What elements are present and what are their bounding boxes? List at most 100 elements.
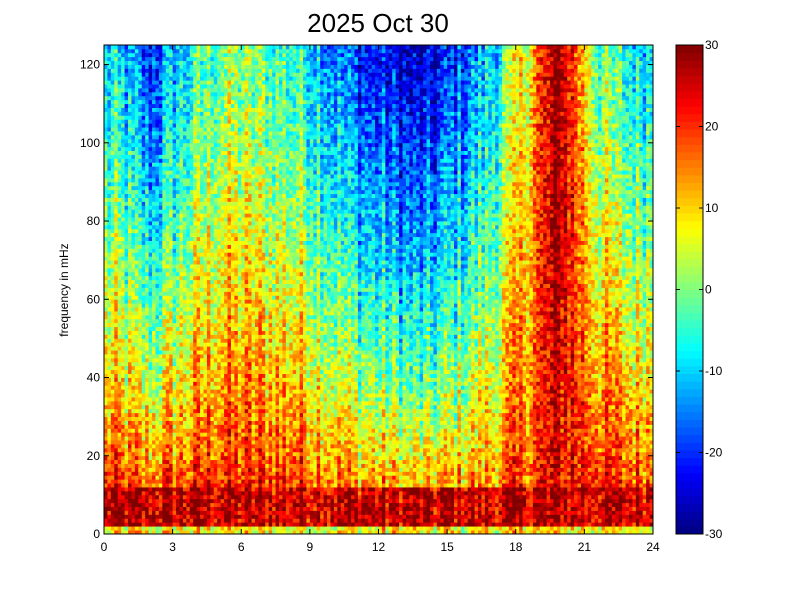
heatmap-cell [155,314,160,320]
heatmap-cell [104,416,108,421]
heatmap-cell [138,354,143,359]
heatmap-cell [179,487,184,492]
heatmap-cell [162,178,167,183]
heatmap-cell [227,455,232,461]
heatmap-cell [162,397,167,402]
heatmap-cell [124,264,129,269]
heatmap-cell [213,181,218,187]
heatmap-cell [213,115,218,120]
heatmap-cell [224,350,228,355]
heatmap-cell [182,115,187,120]
heatmap-cell [155,217,160,222]
heatmap-cell [186,518,191,523]
heatmap-cell [179,56,184,62]
heatmap-cell [155,369,160,375]
heatmap-cell [172,455,177,461]
heatmap-cell [107,397,112,402]
heatmap-cell [172,432,177,437]
heatmap-cell [182,283,187,288]
heatmap-cell [203,479,208,484]
heatmap-cell [114,236,119,241]
heatmap-cell [203,369,208,375]
heatmap-cell [193,275,198,281]
heatmap-cell [227,408,232,414]
heatmap-cell [124,45,129,50]
heatmap-cell [110,260,115,265]
heatmap-cell [217,295,222,300]
heatmap-cell [186,381,191,386]
heatmap-cell [220,385,225,390]
heatmap-cell [237,228,242,234]
heatmap-cell [227,369,232,375]
heatmap-cell [121,256,125,261]
heatmap-cell [186,123,191,128]
heatmap-cell [148,111,153,116]
heatmap-cell [179,400,184,406]
heatmap-cell [131,303,136,308]
heatmap-cell [165,158,170,163]
heatmap-cell [134,64,139,69]
heatmap-cell [206,134,211,140]
heatmap-cell [200,397,204,402]
heatmap-cell [196,287,201,292]
heatmap-cell [227,264,232,269]
heatmap-cell [104,115,108,120]
heatmap-cell [162,189,167,195]
heatmap-cell [237,111,242,116]
heatmap-cell [182,377,187,382]
heatmap-cell [152,224,156,230]
heatmap-cell [104,357,108,363]
heatmap-cell [203,279,208,285]
heatmap-cell [162,115,167,120]
heatmap-cell [230,252,235,257]
heatmap-cell [217,213,222,218]
heatmap-cell [155,354,160,359]
heatmap-cell [179,440,184,445]
heatmap-cell [237,467,242,472]
heatmap-cell [210,115,215,120]
heatmap-cell [220,275,225,281]
heatmap-cell [107,264,112,269]
heatmap-cell [148,357,153,363]
heatmap-cell [176,483,180,488]
heatmap-cell [220,400,225,406]
heatmap-cell [117,228,122,234]
heatmap-cell [138,338,143,343]
heatmap-cell [200,483,204,488]
heatmap-cell [121,389,125,394]
heatmap-cell [148,338,153,343]
heatmap-cell [224,201,228,206]
heatmap-cell [134,432,139,437]
heatmap-cell [145,479,150,484]
heatmap-cell [179,459,184,464]
heatmap-cell [110,193,115,198]
heatmap-cell [182,154,187,159]
heatmap-cell [155,287,160,292]
heatmap-cell [217,346,222,351]
heatmap-cell [110,404,115,410]
heatmap-cell [237,224,242,230]
heatmap-cell [182,209,187,214]
heatmap-cell [121,228,125,234]
heatmap-cell [128,436,132,441]
heatmap-cell [193,334,198,339]
heatmap-cell [230,84,235,89]
heatmap-cell [193,326,198,331]
heatmap-cell [128,138,132,144]
heatmap-cell [217,416,222,421]
heatmap-cell [117,385,122,390]
heatmap-cell [206,154,211,159]
heatmap-cell [110,138,115,144]
heatmap-cell [179,221,184,226]
heatmap-cell [220,440,225,445]
heatmap-cell [186,490,191,496]
heatmap-cell [107,174,112,179]
heatmap-cell [121,95,125,101]
heatmap-cell [196,267,201,273]
heatmap-cell [138,498,143,504]
heatmap-cell [128,48,132,54]
heatmap-cell [237,217,242,222]
heatmap-cell [182,287,187,292]
heatmap-cell [182,455,187,461]
heatmap-cell [155,267,160,273]
